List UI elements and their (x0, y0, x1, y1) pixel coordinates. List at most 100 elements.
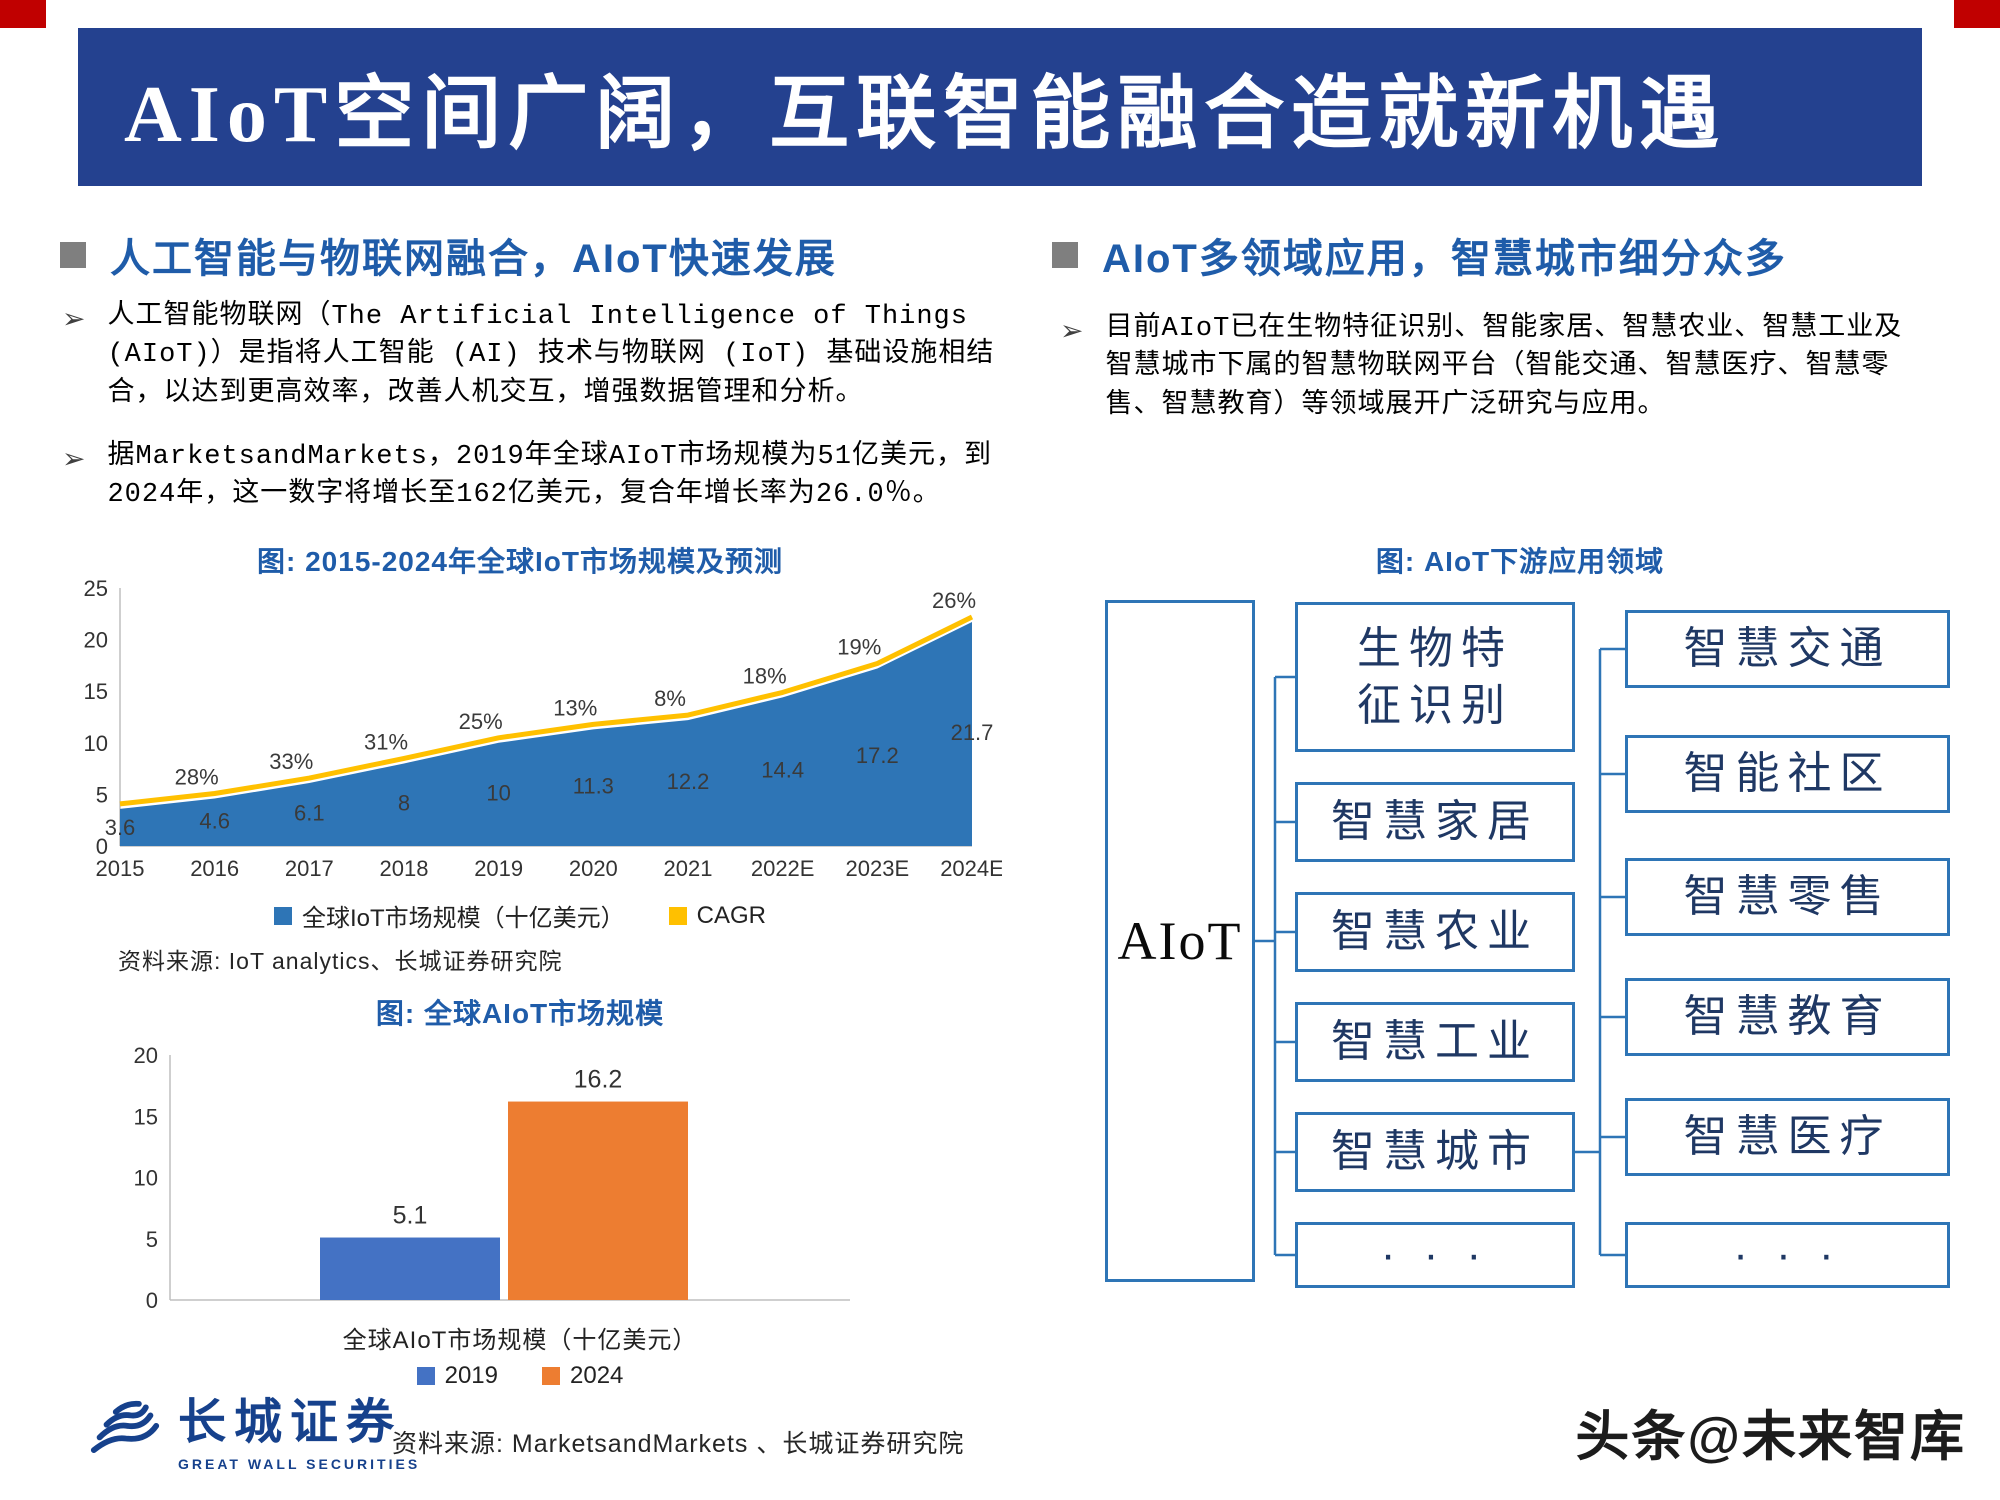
svg-text:31%: 31% (364, 729, 408, 754)
diagram-node-label: 智慧零售 (1683, 872, 1892, 922)
svg-text:11.3: 11.3 (573, 774, 614, 799)
iot-chart-title: 图: 2015-2024年全球IoT市场规模及预测 (257, 546, 783, 577)
svg-text:5: 5 (96, 782, 108, 807)
svg-text:12.2: 12.2 (667, 769, 710, 794)
svg-text:25: 25 (84, 576, 108, 601)
diagram-node-level2: 智能社区 (1625, 735, 1950, 813)
diagram-node-level1: · · · (1295, 1222, 1575, 1288)
right-bullet-1: ➢ 目前AIoT已在生物特征识别、智能家居、智慧农业、智慧工业及智慧城市下属的智… (1060, 310, 1930, 425)
legend-item-cagr: CAGR (668, 901, 767, 930)
svg-text:10: 10 (486, 780, 510, 805)
left-section-header: 人工智能与物联网融合，AIoT快速发展 (60, 226, 837, 284)
svg-text:5.1: 5.1 (393, 1202, 428, 1230)
svg-text:21.7: 21.7 (951, 720, 994, 745)
diagram-node-level2: · · · (1625, 1222, 1950, 1288)
svg-text:10: 10 (134, 1166, 158, 1191)
svg-text:0: 0 (146, 1288, 158, 1313)
right-section-header: AIoT多领域应用，智慧城市细分众多 (1052, 226, 1787, 284)
bar-chart-legend: 2019 2024 (90, 1362, 950, 1390)
svg-text:20: 20 (84, 628, 108, 653)
diagram-node-level1: 生物特征识别 (1295, 602, 1575, 752)
logo-text-block: 长城证券 GREAT WALL SECURITIES (178, 1382, 420, 1472)
diagram-node-label: 智慧交通 (1683, 624, 1892, 674)
aiot-market-bar-chart: 0 5 10 15 20 5.1 16.2 (134, 1043, 850, 1313)
right-section-title: AIoT多领域应用，智慧城市细分众多 (1102, 237, 1787, 281)
left-bullet-1-text: 人工智能物联网（The Artificial Intelligence of T… (107, 302, 995, 409)
svg-text:2024E: 2024E (940, 856, 1002, 881)
logo-name: 长城证券 (178, 1396, 403, 1449)
legend-swatch-blue (273, 906, 292, 925)
square-bullet-icon (1052, 242, 1078, 268)
legend-label: 2019 (444, 1362, 498, 1389)
diagram-root-aiot: AIoT (1105, 600, 1255, 1282)
svg-text:6.1: 6.1 (294, 801, 325, 826)
diagram-node-level2: 智慧教育 (1625, 978, 1950, 1056)
svg-text:13%: 13% (553, 695, 597, 720)
svg-text:28%: 28% (175, 765, 219, 790)
diagram-node-label: 智慧农业 (1331, 907, 1539, 957)
right-bullet-1-text: 目前AIoT已在生物特征识别、智能家居、智慧农业、智慧工业及智慧城市下属的智慧物… (1105, 314, 1903, 421)
legend-swatch-blue (416, 1367, 435, 1385)
svg-text:2021: 2021 (664, 856, 713, 881)
logo-subtitle: GREAT WALL SECURITIES (178, 1456, 421, 1472)
diagram-node-label: 智慧工业 (1331, 1017, 1539, 1067)
svg-text:33%: 33% (269, 749, 313, 774)
iot-market-area-chart: 0 5 10 15 20 25 2015 2016 2017 2018 2019 2020 2021 20… (84, 576, 1002, 881)
svg-text:4.6: 4.6 (199, 808, 230, 833)
svg-text:2023E: 2023E (846, 856, 910, 881)
svg-text:2020: 2020 (569, 856, 618, 881)
svg-text:15: 15 (134, 1104, 158, 1129)
legend-item-2019: 2019 (416, 1362, 498, 1390)
title-banner: AIoT空间广阔，互联智能融合造就新机遇 (78, 28, 1922, 186)
legend-swatch-orange (668, 906, 687, 925)
diagram-node-level2: 智慧医疗 (1625, 1098, 1950, 1176)
svg-text:3.6: 3.6 (105, 815, 136, 840)
diagram-node-level1: 智慧城市 (1295, 1112, 1575, 1192)
great-wall-securities-logo: 长城证券 GREAT WALL SECURITIES (88, 1382, 420, 1472)
diagram-node-level2: 智慧交通 (1625, 610, 1950, 688)
arrow-bullet-icon: ➢ (62, 303, 86, 334)
diagram-node-level1: 智慧家居 (1295, 782, 1575, 862)
iot-chart-source: 资料来源: IoT analytics、长城证券研究院 (118, 948, 563, 974)
svg-text:8%: 8% (654, 686, 686, 711)
svg-text:16.2: 16.2 (574, 1066, 623, 1094)
arrow-bullet-icon: ➢ (62, 443, 86, 474)
svg-text:15: 15 (84, 679, 108, 704)
diagram-node-label: 智慧医疗 (1683, 1112, 1892, 1162)
svg-text:19%: 19% (837, 634, 881, 659)
svg-text:2018: 2018 (380, 856, 429, 881)
svg-text:10: 10 (84, 731, 108, 756)
diagram-title: 图: AIoT下游应用领域 (1375, 546, 1665, 577)
svg-text:25%: 25% (459, 709, 503, 734)
svg-text:14.4: 14.4 (761, 758, 804, 783)
watermark-text: 头条@未来智库 (1575, 1407, 1966, 1467)
svg-text:17.2: 17.2 (856, 743, 899, 768)
svg-text:20: 20 (134, 1043, 158, 1068)
corner-accent-left (0, 0, 46, 28)
legend-label: CAGR (696, 901, 767, 929)
svg-text:2016: 2016 (190, 856, 239, 881)
diagram-node-label: · · · (1380, 1230, 1490, 1280)
svg-text:5: 5 (146, 1227, 158, 1252)
diagram-node-level2: 智慧零售 (1625, 858, 1950, 936)
page-title: AIoT空间广阔，互联智能融合造就新机遇 (124, 71, 1727, 159)
diagram-node-label: 智能社区 (1683, 749, 1892, 799)
diagram-node-label: 智慧城市 (1331, 1127, 1539, 1177)
diagram-node-level1: 智慧农业 (1295, 892, 1575, 972)
diagram-node-label: 生物特征识别 (1357, 623, 1513, 730)
svg-text:2015: 2015 (96, 856, 145, 881)
svg-text:8: 8 (398, 791, 410, 816)
aiot-chart-title: 图: 全球AIoT市场规模 (375, 998, 665, 1029)
svg-text:2022E: 2022E (751, 856, 815, 881)
diagram-node-label: AIoT (1117, 910, 1243, 971)
diagram-node-label: 智慧教育 (1683, 992, 1892, 1042)
bar-chart-source: 资料来源: MarketsandMarkets 、长城证券研究院 (392, 1430, 965, 1458)
corner-accent-right (1954, 0, 2000, 28)
legend-item-2024: 2024 (542, 1362, 623, 1390)
aiot-application-diagram: AIoT 生物特征识别智慧家居智慧农业智慧工业智慧城市 · · · 智慧交通智能社区智… (1090, 592, 1970, 1302)
square-bullet-icon (60, 242, 86, 268)
diagram-connector-lines (1255, 647, 1625, 1257)
svg-text:2017: 2017 (285, 856, 334, 881)
legend-label: 全球IoT市场规模（十亿美元） (301, 905, 625, 932)
